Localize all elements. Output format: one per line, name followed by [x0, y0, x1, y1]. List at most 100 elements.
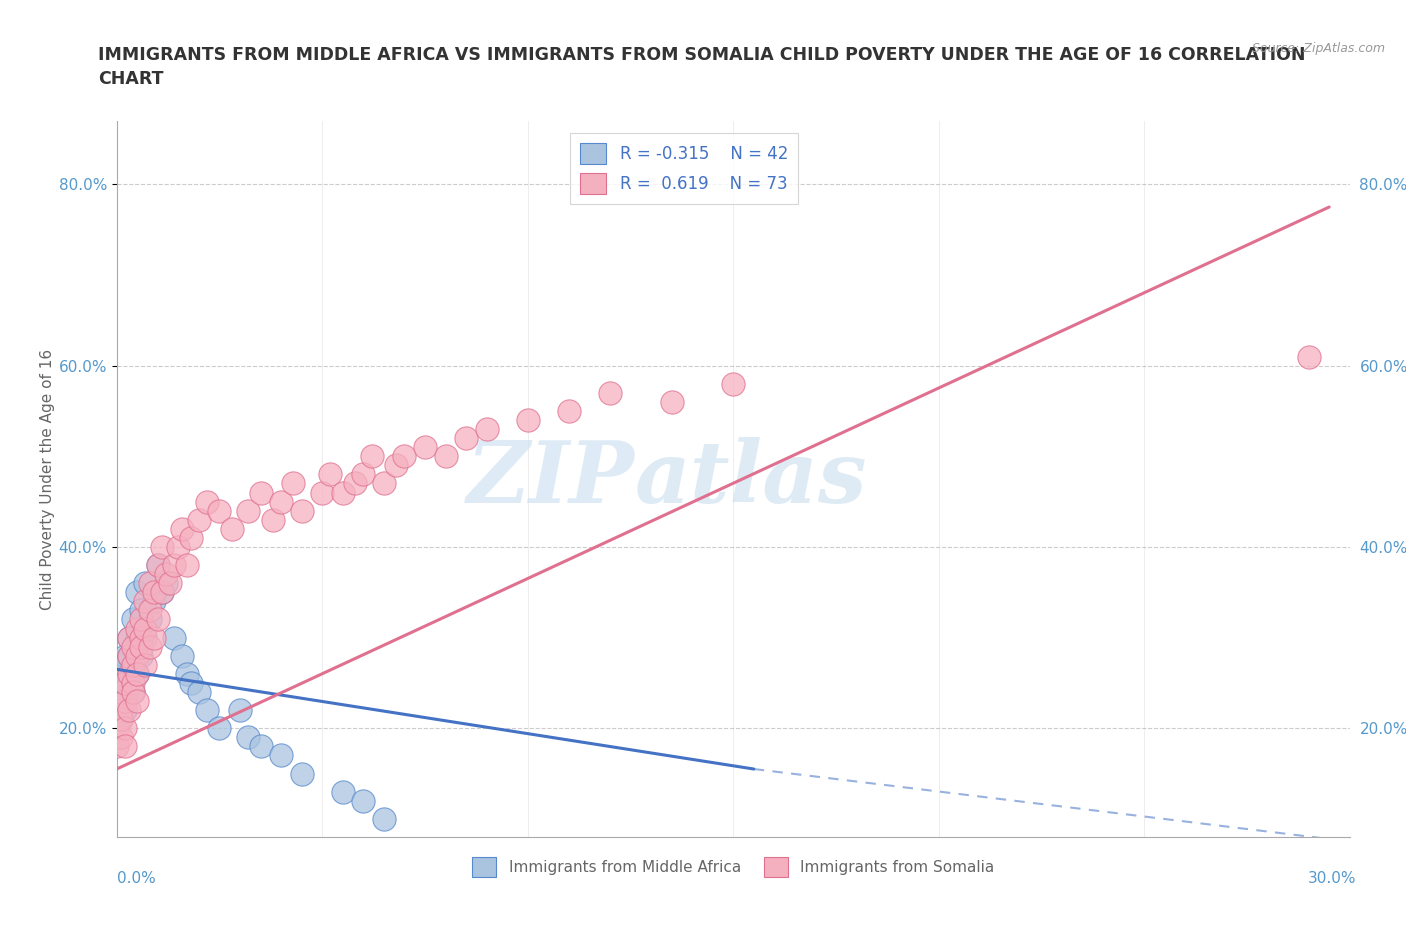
Point — [332, 784, 354, 799]
Point — [599, 385, 621, 400]
Point — [238, 503, 260, 518]
Point — [146, 612, 169, 627]
Point — [134, 576, 156, 591]
Point — [142, 594, 165, 609]
Point — [110, 711, 132, 726]
Point — [150, 539, 173, 554]
Point — [352, 793, 374, 808]
Y-axis label: Child Poverty Under the Age of 16: Child Poverty Under the Age of 16 — [39, 349, 55, 609]
Point — [127, 667, 149, 682]
Point — [270, 748, 292, 763]
Text: atlas: atlas — [634, 437, 868, 521]
Point — [291, 503, 314, 518]
Point — [142, 585, 165, 600]
Point — [187, 684, 209, 699]
Point — [134, 658, 156, 672]
Point — [229, 703, 252, 718]
Point — [270, 494, 292, 509]
Point — [163, 631, 186, 645]
Point — [150, 585, 173, 600]
Point — [180, 675, 202, 690]
Point — [176, 558, 198, 573]
Point — [187, 512, 209, 527]
Point — [122, 658, 145, 672]
Point — [311, 485, 333, 500]
Point — [249, 739, 271, 754]
Point — [114, 675, 136, 690]
Text: ZIP: ZIP — [467, 437, 634, 521]
Point — [344, 476, 367, 491]
Point — [138, 603, 160, 618]
Point — [146, 558, 169, 573]
Point — [394, 449, 416, 464]
Point — [208, 721, 231, 736]
Point — [127, 631, 149, 645]
Point — [118, 675, 141, 690]
Point — [167, 539, 190, 554]
Point — [373, 812, 395, 827]
Point — [127, 648, 149, 663]
Point — [114, 675, 136, 690]
Point — [127, 667, 149, 682]
Point — [114, 694, 136, 709]
Point — [159, 576, 181, 591]
Point — [319, 467, 342, 482]
Point — [454, 431, 477, 445]
Point — [155, 566, 177, 581]
Point — [150, 585, 173, 600]
Point — [118, 648, 141, 663]
Point — [134, 631, 156, 645]
Point — [105, 721, 128, 736]
Point — [262, 512, 284, 527]
Point — [172, 648, 194, 663]
Point — [283, 476, 305, 491]
Point — [122, 675, 145, 690]
Point — [127, 694, 149, 709]
Point — [122, 684, 145, 699]
Point — [127, 585, 149, 600]
Point — [110, 667, 132, 682]
Point — [122, 639, 145, 654]
Point — [176, 667, 198, 682]
Point — [118, 631, 141, 645]
Point — [385, 458, 408, 472]
Point — [105, 739, 128, 754]
Point — [360, 449, 382, 464]
Point — [114, 703, 136, 718]
Point — [131, 612, 153, 627]
Point — [122, 612, 145, 627]
Point — [131, 603, 153, 618]
Text: Source: ZipAtlas.com: Source: ZipAtlas.com — [1251, 42, 1385, 55]
Point — [118, 703, 141, 718]
Point — [118, 631, 141, 645]
Point — [138, 639, 160, 654]
Point — [146, 558, 169, 573]
Point — [131, 631, 153, 645]
Point — [114, 721, 136, 736]
Point — [110, 703, 132, 718]
Point — [134, 594, 156, 609]
Point — [127, 621, 149, 636]
Point — [138, 612, 160, 627]
Point — [434, 449, 457, 464]
Point — [134, 621, 156, 636]
Point — [208, 503, 231, 518]
Text: IMMIGRANTS FROM MIDDLE AFRICA VS IMMIGRANTS FROM SOMALIA CHILD POVERTY UNDER THE: IMMIGRANTS FROM MIDDLE AFRICA VS IMMIGRA… — [98, 46, 1306, 88]
Point — [661, 394, 683, 409]
Point — [110, 684, 132, 699]
Legend: Immigrants from Middle Africa, Immigrants from Somalia: Immigrants from Middle Africa, Immigrant… — [465, 851, 1001, 884]
Point — [195, 703, 218, 718]
Point — [105, 684, 128, 699]
Point — [332, 485, 354, 500]
Point — [122, 658, 145, 672]
Text: 0.0%: 0.0% — [117, 871, 156, 886]
Point — [180, 530, 202, 545]
Point — [238, 730, 260, 745]
Point — [249, 485, 271, 500]
Point — [110, 694, 132, 709]
Point — [373, 476, 395, 491]
Point — [291, 766, 314, 781]
Point — [110, 730, 132, 745]
Point — [221, 522, 243, 537]
Point — [114, 658, 136, 672]
